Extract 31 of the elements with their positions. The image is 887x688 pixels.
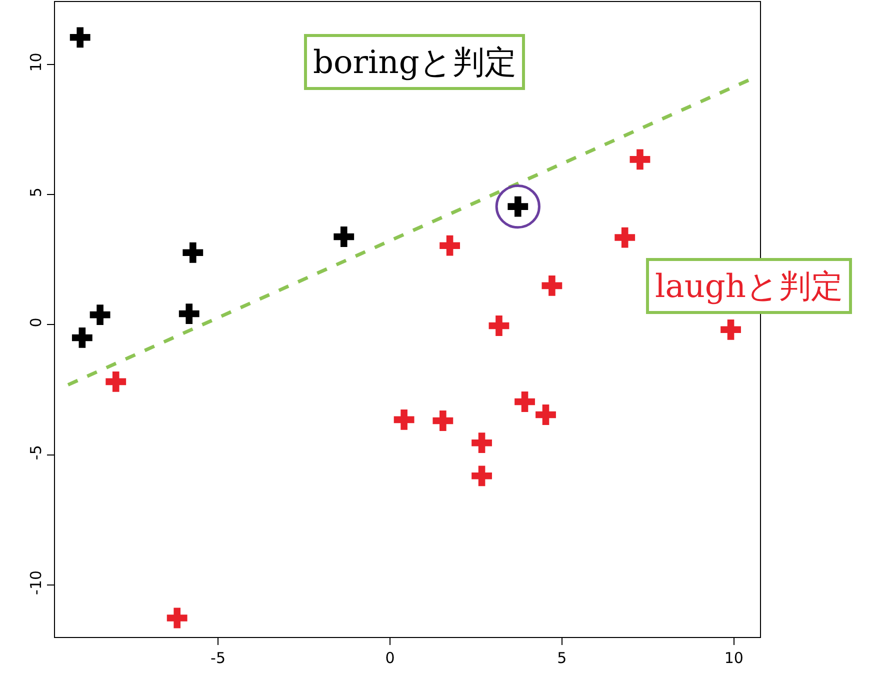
point: [166, 608, 188, 628]
point: [488, 316, 510, 336]
point: [394, 409, 414, 430]
y-tick-label: 10: [27, 52, 45, 72]
x-tick-label: 0: [385, 649, 395, 667]
y-tick-label: 5: [27, 188, 45, 198]
x-tick-label: 5: [557, 649, 567, 667]
point: [472, 432, 492, 454]
point: [432, 410, 454, 431]
point: [542, 275, 562, 296]
point: [70, 27, 90, 48]
y-tick-label: -10: [27, 570, 45, 595]
point: [178, 304, 200, 324]
point: [334, 226, 354, 247]
point: [440, 235, 460, 256]
point: [72, 328, 92, 348]
point: [182, 242, 204, 263]
annotation: boringと判定: [313, 43, 516, 81]
point: [472, 466, 492, 486]
x-tick-label: 10: [724, 649, 744, 667]
point: [90, 304, 110, 326]
point: [514, 392, 535, 412]
y-tick-label: 0: [27, 318, 45, 328]
y-tick-label: -5: [27, 445, 45, 460]
annotation: laughと判定: [655, 267, 844, 305]
point: [720, 319, 741, 340]
point: [630, 149, 650, 170]
point: [106, 372, 126, 392]
point: [614, 227, 636, 248]
point: [536, 404, 556, 425]
x-tick-label: -5: [210, 649, 226, 667]
